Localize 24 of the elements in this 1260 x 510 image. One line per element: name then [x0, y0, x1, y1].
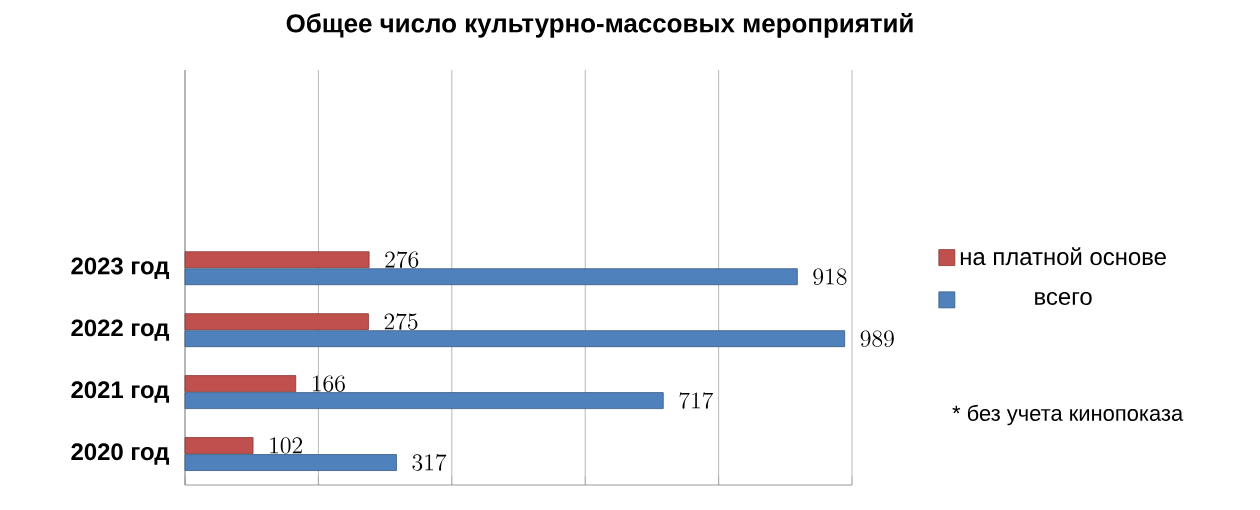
- data-label: 317: [412, 454, 447, 471]
- bar: [184, 330, 846, 348]
- data-label: 166: [312, 375, 345, 392]
- bar: [184, 251, 370, 269]
- legend-label: на платной основе: [960, 247, 1166, 266]
- bar: [184, 268, 798, 286]
- y-tick-label: 2022 год: [71, 319, 170, 341]
- bar: [184, 375, 297, 392]
- y-tick-label: 2023 год: [71, 257, 170, 279]
- bar: [184, 454, 397, 471]
- data-label: 275: [384, 313, 418, 330]
- bar: [184, 392, 664, 409]
- y-tick-label: 2020 год: [71, 443, 170, 465]
- chart-title: Общее число культурно-массовых мероприятий: [286, 13, 913, 38]
- y-tick-label: 2021 год: [71, 381, 170, 403]
- bar: [184, 313, 369, 331]
- text: * без учета кинопоказа: [952, 404, 1184, 426]
- data-label: 276: [385, 251, 419, 268]
- data-label: 102: [270, 437, 303, 454]
- data-label: 989: [860, 330, 894, 347]
- data-label: 717: [679, 392, 714, 409]
- data-label: 918: [813, 268, 847, 285]
- bar: [184, 437, 254, 454]
- text: всего: [1035, 291, 1092, 306]
